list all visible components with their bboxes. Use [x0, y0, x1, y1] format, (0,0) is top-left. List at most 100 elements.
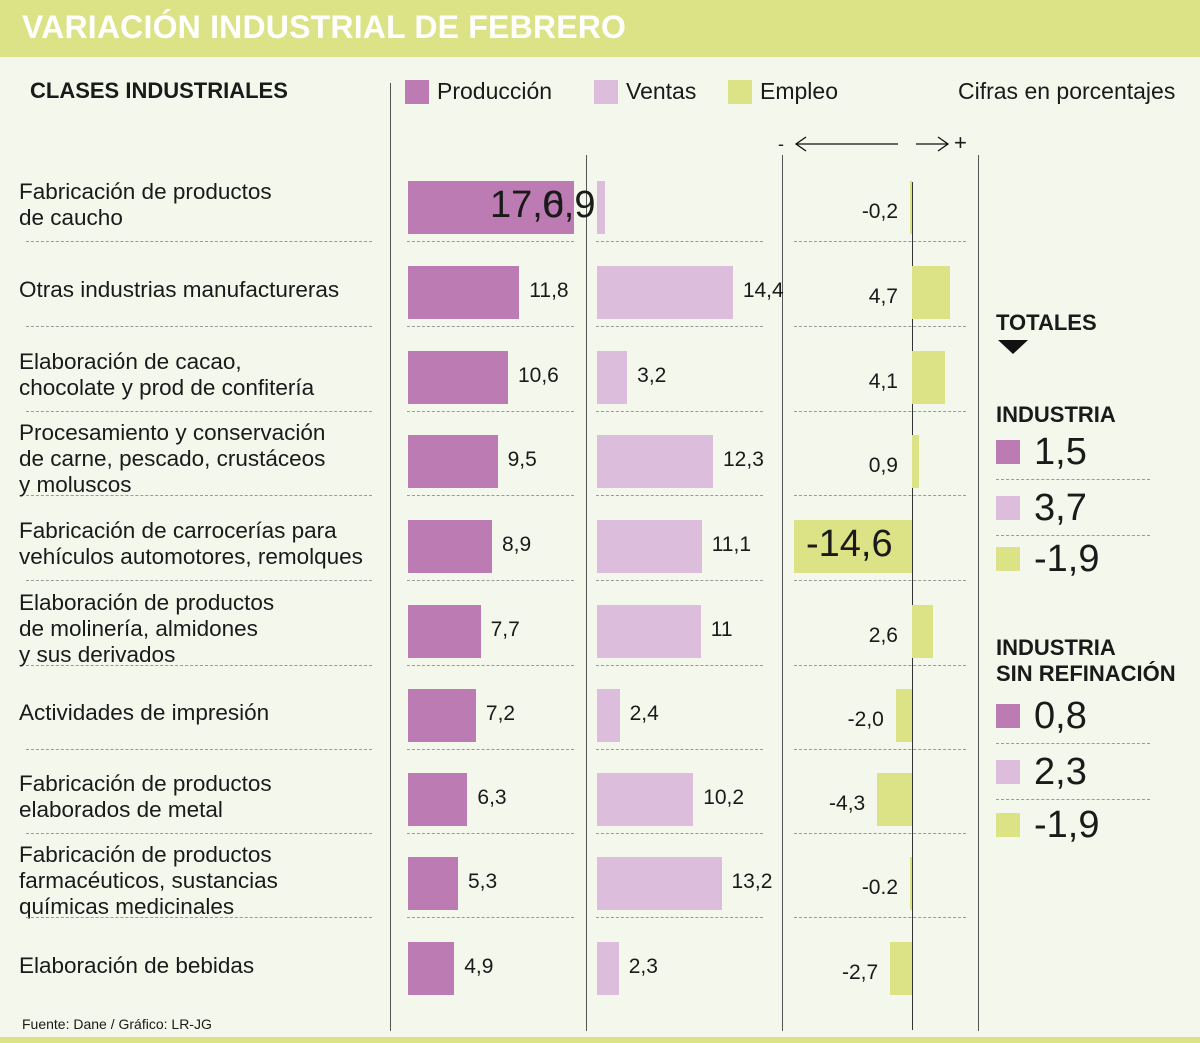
legend-label-produccion: Producción: [437, 78, 553, 104]
produccion-value-label: 6,3: [477, 786, 507, 809]
ventas-value-label: 14,4: [742, 279, 784, 302]
empleo-bar: [890, 942, 912, 995]
row-separator: [407, 917, 574, 918]
divider-ventas: [782, 155, 783, 1031]
category-label-line: Elaboración de bebidas: [19, 952, 255, 978]
totals-value: -1,9: [1034, 538, 1100, 580]
totals-row: -1,9: [996, 539, 1099, 579]
ventas-bar: [597, 435, 713, 488]
category-label-line: Actividades de impresión: [19, 699, 270, 725]
category-label-line: Fabricación de productos: [19, 178, 272, 204]
ventas-bar: [597, 351, 628, 404]
produccion-bar: [408, 689, 476, 742]
row-separator: [794, 665, 966, 666]
empleo-bar: [912, 351, 946, 404]
totals-separator: [996, 743, 1150, 744]
category-label-line: Fabricación de carrocerías para: [19, 517, 337, 543]
row-separator: [26, 917, 372, 918]
produccion-value-label: 5,3: [467, 870, 498, 893]
legend-label-ventas: Ventas: [626, 78, 697, 104]
category-label-line: de caucho: [19, 204, 123, 230]
produccion-bar: [408, 266, 520, 319]
totals-swatch: [996, 496, 1020, 520]
totals-value: 2,3: [1034, 751, 1087, 793]
category-label-line: Elaboración de cacao,: [19, 348, 242, 374]
row-separator: [596, 665, 763, 666]
empleo-bar: [794, 520, 912, 573]
totals-group-heading: INDUSTRIA: [996, 635, 1116, 660]
category-label-line: elaborados de metal: [19, 796, 223, 822]
row-separator: [26, 580, 372, 581]
empleo-value-label: -0,2: [861, 200, 898, 223]
empleo-bar: [912, 605, 933, 658]
right-arrow-icon: [914, 134, 952, 159]
ventas-value-label: 10,2: [703, 786, 745, 809]
produccion-bar: [408, 605, 481, 658]
category-label-line: chocolate y prod de confitería: [19, 374, 315, 400]
empleo-value-label: -2,7: [841, 961, 879, 984]
category-label-line: Fabricación de productos: [19, 770, 272, 796]
empleo-value-label: -14,6: [806, 523, 893, 565]
empleo-value-label: 4,1: [868, 370, 898, 393]
row-separator: [407, 580, 574, 581]
category-label: Fabricación de productos de caucho: [19, 179, 272, 231]
row-separator: [794, 241, 966, 242]
category-label-line: químicas medicinales: [19, 893, 235, 919]
ventas-value-label: 11,1: [711, 533, 752, 556]
totals-swatch: [996, 704, 1020, 728]
produccion-value-label: 9,5: [507, 448, 537, 471]
row-separator: [26, 749, 372, 750]
ventas-bar: [597, 266, 733, 319]
row-separator: [596, 580, 763, 581]
row-separator: [794, 833, 966, 834]
produccion-bar: [408, 351, 508, 404]
row-separator: [407, 495, 574, 496]
category-label: Fabricación de productos elaborados de me…: [19, 771, 272, 823]
produccion-bar: [408, 857, 458, 910]
row-separator: [407, 749, 574, 750]
totals-heading: TOTALES: [996, 310, 1097, 335]
row-separator: [407, 411, 574, 412]
totals-row: 3,7: [996, 488, 1087, 528]
row-separator: [407, 833, 574, 834]
down-triangle-icon: [998, 340, 1028, 354]
produccion-bar: [408, 181, 574, 234]
row-separator: [794, 917, 966, 918]
row-separator: [26, 665, 372, 666]
ventas-value-label: 12,3: [723, 448, 764, 471]
empleo-bar: [910, 857, 912, 910]
totals-value: -1,9: [1034, 804, 1100, 846]
category-label-line: Fabricación de productos: [19, 841, 272, 867]
ventas-value-label: 13,2: [731, 870, 773, 893]
legend-produccion: Producción: [405, 78, 552, 105]
row-separator: [407, 326, 574, 327]
divider-produccion: [586, 155, 587, 1031]
ventas-bar: [597, 857, 722, 910]
legend-swatch-empleo: [728, 79, 752, 104]
totals-separator: [996, 535, 1150, 536]
ventas-value-label: 2,3: [628, 955, 658, 978]
totals-group-heading: SIN REFINACIÓN: [996, 661, 1176, 686]
empleo-bar: [895, 689, 912, 742]
ventas-value-label: 0,9: [542, 184, 596, 226]
produccion-value-label: 4,9: [464, 955, 494, 978]
legend-ventas: Ventas: [594, 78, 696, 105]
empleo-value-label: -4,3: [829, 792, 866, 815]
category-label-line: y sus derivados: [19, 641, 176, 667]
totals-swatch: [996, 440, 1020, 464]
legend-label-empleo: Empleo: [760, 78, 838, 104]
ventas-bar: [597, 773, 694, 826]
row-separator: [794, 749, 966, 750]
legend-swatch-ventas: [594, 79, 618, 104]
row-separator: [794, 495, 966, 496]
produccion-value-label: 17,6: [490, 184, 564, 226]
produccion-bar: [408, 520, 492, 573]
totals-value: 3,7: [1034, 487, 1087, 529]
right-arrow-svg: [916, 136, 950, 152]
axis-minus-sign: -: [778, 134, 784, 154]
category-label-line: Otras industrias manufactureras: [19, 276, 340, 302]
category-label: Elaboración de productos de molinería, al…: [19, 590, 274, 668]
category-label: Otras industrias manufactureras: [19, 277, 339, 303]
row-separator: [26, 241, 372, 242]
category-label: Fabricación de productos farmacéuticos, s…: [19, 842, 278, 920]
